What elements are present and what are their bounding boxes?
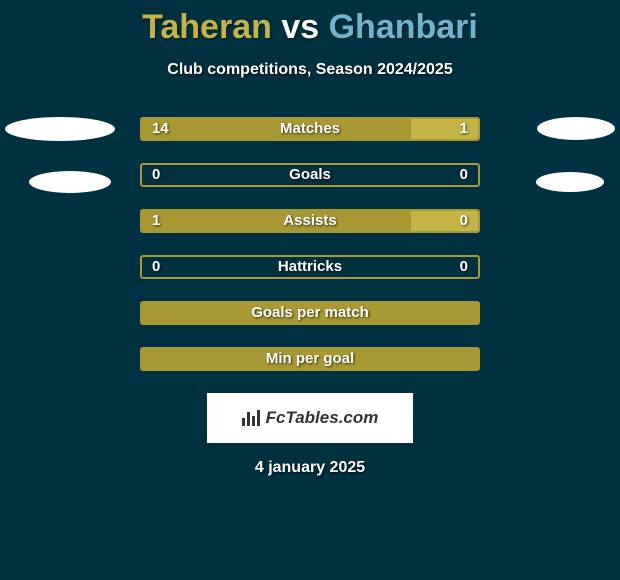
chart-area: 14Matches10Goals01Assists00Hattricks0Goa… [0,117,620,371]
player1-name: Taheran [142,8,272,46]
decorative-oval [536,172,604,192]
bar-label: Goals per match [142,303,478,323]
logo-bars-icon [242,410,260,426]
stat-bar-row: Min per goal [140,347,480,371]
bar-label: Min per goal [142,349,478,369]
decorative-oval [537,117,615,140]
logo-box: FcTables.com [207,393,413,443]
logo-text: FcTables.com [266,408,379,428]
bar-value-right: 0 [460,211,468,231]
stat-bar-row: 1Assists0 [140,209,480,233]
date-text: 4 january 2025 [0,459,620,477]
stat-bar-row: 0Goals0 [140,163,480,187]
stat-bar-row: 14Matches1 [140,117,480,141]
bar-value-right: 1 [460,119,468,139]
decorative-oval [5,117,115,141]
header-title: Taheran vs Ghanbari [0,0,620,47]
bar-label: Assists [142,211,478,231]
vs-text: vs [281,8,319,46]
bar-label: Matches [142,119,478,139]
subtitle: Club competitions, Season 2024/2025 [0,61,620,79]
bar-label: Hattricks [142,257,478,277]
decorative-oval [29,171,111,193]
bars-container: 14Matches10Goals01Assists00Hattricks0Goa… [0,117,620,371]
stat-bar-row: 0Hattricks0 [140,255,480,279]
stat-bar-row: Goals per match [140,301,480,325]
bar-label: Goals [142,165,478,185]
bar-value-right: 0 [460,257,468,277]
bar-value-right: 0 [460,165,468,185]
player2-name: Ghanbari [329,8,478,46]
